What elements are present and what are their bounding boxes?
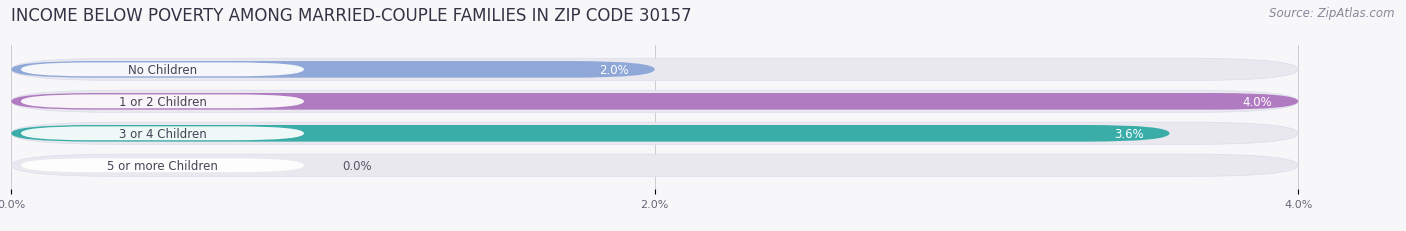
FancyBboxPatch shape [11,59,1298,81]
FancyBboxPatch shape [11,94,1298,110]
Text: 5 or more Children: 5 or more Children [107,159,218,172]
FancyBboxPatch shape [11,154,1298,177]
Text: 4.0%: 4.0% [1243,95,1272,108]
FancyBboxPatch shape [11,91,1298,113]
FancyBboxPatch shape [21,95,304,109]
Text: No Children: No Children [128,64,197,76]
Text: Source: ZipAtlas.com: Source: ZipAtlas.com [1270,7,1395,20]
Text: 1 or 2 Children: 1 or 2 Children [118,95,207,108]
Text: 3 or 4 Children: 3 or 4 Children [118,127,207,140]
Text: 2.0%: 2.0% [599,64,628,76]
FancyBboxPatch shape [21,159,304,173]
Text: 3.6%: 3.6% [1114,127,1144,140]
FancyBboxPatch shape [21,63,304,77]
FancyBboxPatch shape [11,123,1298,145]
Text: INCOME BELOW POVERTY AMONG MARRIED-COUPLE FAMILIES IN ZIP CODE 30157: INCOME BELOW POVERTY AMONG MARRIED-COUPL… [11,7,692,25]
FancyBboxPatch shape [11,125,1170,142]
FancyBboxPatch shape [11,62,655,78]
Text: 0.0%: 0.0% [343,159,373,172]
FancyBboxPatch shape [21,127,304,141]
